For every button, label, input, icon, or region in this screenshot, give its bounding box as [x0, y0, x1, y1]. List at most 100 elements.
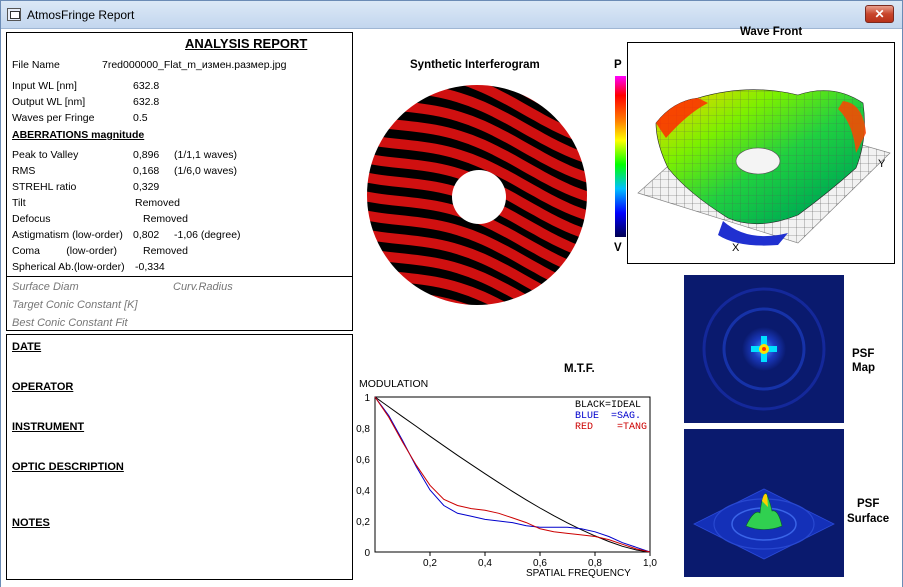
psf-map-ring-mid — [722, 307, 806, 391]
mtf-y-tick-label: 0,4 — [356, 486, 370, 497]
coma-label: Coma (low-order) — [12, 245, 118, 257]
mtf-y-tick-label: 0,6 — [356, 455, 370, 466]
rms-waves: (1/6,0 waves) — [174, 165, 238, 177]
mtf-chart: 0 0,2 0,4 0,6 0,8 1 0,2 0,4 0,6 0,8 1,0 SPATIAL FRE… — [356, 393, 657, 579]
date-heading: DATE — [12, 341, 42, 353]
aberrations-heading: ABERRATIONS magnitude — [12, 129, 145, 141]
wavefront-x-label: X — [732, 242, 740, 254]
app-icon — [7, 8, 21, 21]
psf-map-core — [762, 347, 766, 351]
notes-heading: NOTES — [12, 517, 50, 529]
mtf-series-line — [374, 396, 651, 553]
output-wl-label: Output WL [nm] — [12, 96, 86, 108]
target-conic-label: Target Conic Constant [K] — [12, 299, 138, 311]
instrument-heading: INSTRUMENT — [12, 421, 85, 433]
interferogram-plot — [363, 81, 591, 309]
mtf-legend-entry: BLUE =SAG. — [575, 411, 641, 422]
interferogram-fringe — [363, 171, 591, 260]
waves-per-fringe-value: 0.5 — [133, 112, 148, 124]
input-wl-value: 632.8 — [133, 80, 160, 92]
interferogram-fringe — [497, 81, 591, 127]
mtf-series-line — [374, 396, 651, 553]
wavefront-title: Wave Front — [740, 26, 803, 38]
astigmatism-angle: -1,06 (degree) — [174, 229, 241, 241]
mtf-y-tick-label: 0,2 — [356, 517, 370, 528]
wavefront-underside — [718, 221, 788, 246]
window-title: AtmosFringe Report — [27, 8, 135, 22]
interferogram-title: Synthetic Interferogram — [410, 59, 540, 71]
file-name-label: File Name — [12, 59, 60, 71]
mtf-x-tick-label: 1,0 — [643, 558, 657, 569]
report-title: ANALYSIS REPORT — [185, 36, 308, 51]
title-bar[interactable]: AtmosFringe Report ✕ — [1, 1, 902, 29]
interferogram-fringe — [363, 209, 591, 298]
psf-map-ring-outer — [702, 287, 826, 411]
mtf-x-tick-label: 0,6 — [533, 558, 547, 569]
interferogram-fringe — [363, 190, 591, 279]
mtf-x-tick-label: 0,8 — [588, 558, 602, 569]
mtf-legend-entry: RED =TANG — [575, 422, 647, 433]
psf-map-label-2: Map — [852, 362, 875, 374]
colorbar-top-label: P — [614, 59, 622, 71]
mtf-series-line — [374, 396, 651, 553]
best-conic-label: Best Conic Constant Fit — [12, 317, 128, 329]
wavefront-plot: X Y — [627, 42, 895, 264]
analysis-report-panel: ANALYSIS REPORT File Name 7red000000_Fla… — [6, 32, 353, 331]
coma-value: Removed — [143, 245, 188, 257]
psf-map — [684, 275, 844, 423]
colorbar — [615, 76, 626, 237]
interferogram-fringe — [363, 266, 519, 309]
mtf-legend-entry: BLACK=IDEAL — [575, 400, 641, 411]
report-separator — [7, 276, 352, 277]
interferogram-fringe — [363, 285, 481, 309]
mtf-y-tick-label: 1 — [364, 393, 370, 404]
waves-per-fringe-label: Waves per Fringe — [12, 112, 95, 124]
strehl-label: STREHL ratio — [12, 181, 77, 193]
curv-radius-label: Curv.Radius — [173, 281, 233, 293]
wavefront-edge-high — [656, 98, 708, 138]
mtf-title: M.T.F. — [564, 363, 595, 375]
wavefront-y-label: Y — [878, 158, 886, 170]
mtf-x-tick-label: 0,2 — [423, 558, 437, 569]
spherical-label: Spherical Ab.(low-order) — [12, 261, 125, 273]
wavefront-edge-high-right — [838, 101, 866, 153]
astigmatism-label: Astigmatism (low-order) — [12, 229, 123, 241]
psf-surface-peak-top — [762, 493, 768, 507]
operator-heading: OPERATOR — [12, 381, 74, 393]
surface-diam-label: Surface Diam — [12, 281, 79, 293]
mtf-x-tick-label: 0,4 — [478, 558, 492, 569]
colorbar-bottom-label: V — [614, 242, 622, 254]
psf-surface-label-2: Surface — [847, 513, 890, 525]
astigmatism-value: 0,802 — [133, 229, 160, 241]
strehl-value: 0,329 — [133, 181, 160, 193]
psf-surface-peak — [745, 492, 783, 530]
spherical-value: -0,334 — [135, 261, 165, 273]
optic-description-heading: OPTIC DESCRIPTION — [12, 461, 124, 473]
ptv-label: Peak to Valley — [12, 149, 79, 161]
interferogram-fringe — [531, 81, 591, 108]
interferogram-fringe — [363, 152, 591, 241]
output-wl-value: 632.8 — [133, 96, 160, 108]
psf-surface — [684, 429, 844, 577]
info-panel: DATE OPERATOR INSTRUMENT OPTIC DESCRIPTI… — [6, 334, 353, 580]
interferogram-fringe — [363, 114, 591, 203]
wavefront-hole — [735, 147, 781, 175]
psf-surface-label-1: PSF — [857, 498, 880, 510]
defocus-value: Removed — [143, 213, 188, 225]
interferogram-fringe — [449, 81, 591, 146]
close-button[interactable]: ✕ — [865, 5, 894, 23]
psf-map-label-1: PSF — [852, 348, 875, 360]
interferogram-fringe — [363, 133, 591, 222]
tilt-value: Removed — [135, 197, 180, 209]
input-wl-label: Input WL [nm] — [12, 80, 77, 92]
tilt-label: Tilt — [12, 197, 26, 209]
interferogram-fringe — [363, 228, 591, 309]
mtf-y-tick-label: 0,8 — [356, 424, 370, 435]
report-content: ANALYSIS REPORT File Name 7red000000_Fla… — [1, 26, 902, 587]
rms-value: 0,168 — [133, 165, 160, 177]
ptv-value: 0,896 — [133, 149, 160, 161]
mtf-xlabel: SPATIAL FREQUENCY — [526, 568, 631, 579]
rms-label: RMS — [12, 165, 36, 177]
defocus-label: Defocus — [12, 213, 51, 225]
